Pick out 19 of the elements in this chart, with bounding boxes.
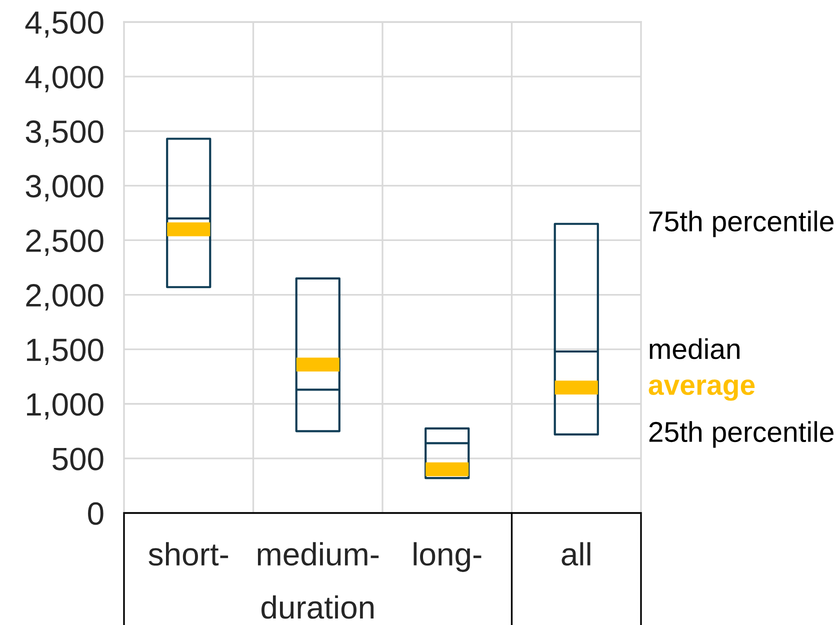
y-tick-label: 4,000: [25, 66, 104, 92]
x-tick-label: medium-: [258, 542, 379, 566]
x-tick-label: short-: [148, 542, 228, 566]
y-tick-label: 3,500: [26, 120, 104, 147]
y-tick-label: 1,000: [27, 393, 104, 420]
annotation: 25th percentile: [649, 421, 834, 448]
x-tick-label: long-: [414, 542, 482, 572]
y-tick-label: 2,500: [26, 229, 104, 256]
y-tick-label: 500: [52, 448, 104, 470]
annotation: median: [650, 338, 740, 360]
y-tick-label: 4,500: [25, 11, 104, 38]
y-tick-label: 3,000: [26, 174, 104, 202]
annotation: 75th percentile: [649, 210, 834, 238]
text: duration: [262, 595, 374, 619]
x-tick-label: all: [562, 542, 590, 566]
y-tick-label: 0: [88, 502, 104, 525]
y-tick-label: 1,500: [27, 338, 104, 365]
annotation: average: [648, 379, 755, 401]
y-tick-label: 2,000: [26, 284, 104, 310]
